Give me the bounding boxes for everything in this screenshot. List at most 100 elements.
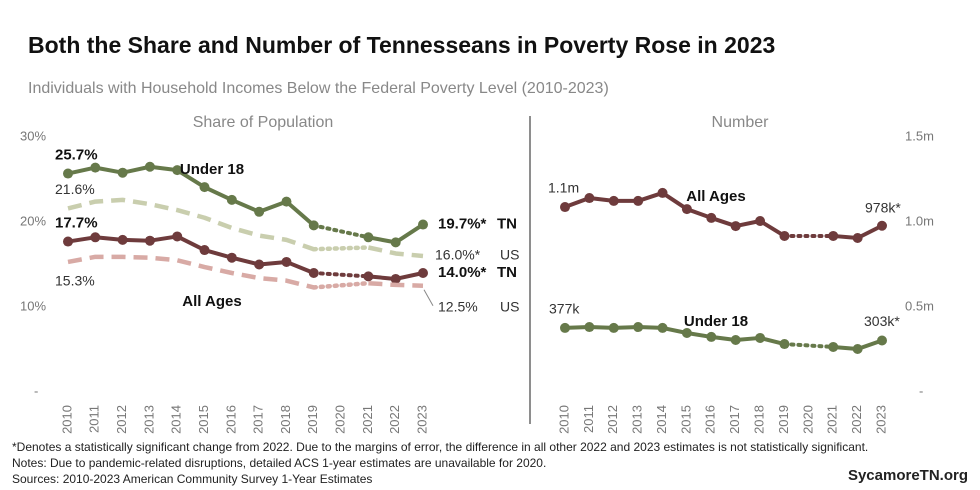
point [117,167,128,178]
point [633,322,644,333]
x-tick-label: 2010 [556,405,571,434]
point [308,268,319,278]
point [681,204,692,215]
x-tick-label: 2023 [414,405,429,434]
value-label: 14.0%* [438,264,487,281]
series-name: Under 18 [180,161,244,178]
point [852,232,863,243]
point [363,232,374,243]
leader-line [423,289,434,306]
point [560,322,570,333]
series-name: All Ages [182,293,241,310]
gap-connector [311,280,371,290]
x-tick-label: 2020 [333,405,348,434]
series-tag: US [500,298,519,314]
value-label: 1.1m [548,180,579,196]
point [779,230,790,241]
value-label: 978k* [865,199,901,215]
x-tick-label: 2019 [305,405,320,434]
value-label: 303k* [864,313,900,329]
y-tick-label: 1.0m [905,213,934,228]
page-title: Both the Share and Number of Tennesseans… [28,32,775,58]
x-tick-label: 2011 [581,405,596,433]
point [281,196,292,207]
point [852,343,863,354]
point [608,322,619,333]
series-tag: TN [497,216,517,233]
point [560,202,570,213]
x-tick-label: 2019 [776,405,791,434]
brand: SycamoreTN.org [848,467,968,484]
value-label: 377k [549,301,580,317]
point [730,221,741,232]
point [144,161,155,172]
gap-connector [782,342,836,349]
point [172,231,183,242]
point [877,220,887,231]
x-tick-label: 2016 [703,405,718,434]
gap-connector [311,245,371,252]
value-label: 21.6% [55,181,95,197]
series-line [67,254,315,290]
y-tick-label: 20% [20,213,46,228]
point [584,193,595,204]
point [828,341,839,352]
series-name: All Ages [686,188,745,205]
point [633,195,644,206]
point [828,230,839,241]
x-tick-label: 2012 [114,405,129,434]
point [63,168,73,179]
x-tick-label: 2014 [654,405,669,434]
point [172,165,183,176]
page-subtitle: Individuals with Household Incomes Below… [28,80,609,97]
series-line [67,234,315,275]
point [418,268,428,278]
y-tick-label: 30% [20,128,46,143]
series-line [367,245,424,259]
x-tick-label: 2022 [849,405,864,434]
x-tick-label: 2021 [825,405,840,434]
point [199,182,210,193]
footnote: *Denotes a statistically significant cha… [12,440,868,454]
x-tick-label: 2021 [360,405,375,434]
x-tick-label: 2015 [678,405,693,434]
point [90,232,101,243]
x-tick-label: 2016 [223,405,238,434]
series-tag: TN [497,264,517,281]
point [199,245,210,256]
point [877,335,887,346]
point [418,219,428,230]
point [706,212,717,223]
series-line [67,197,315,252]
gap-connector [311,271,371,279]
x-tick-label: 2010 [59,405,74,434]
x-tick-label: 2012 [605,405,620,434]
point [755,332,766,343]
series-line [67,164,316,227]
series-line [368,280,424,288]
series-tag: US [500,247,519,263]
x-tick-label: 2017 [251,405,266,434]
point [730,334,741,345]
point [390,273,401,284]
footnote: Notes: Due to pandemic-related disruptio… [12,456,546,470]
y-tick-label: 1.5m [905,128,934,143]
panel-title: Number [712,114,770,131]
point [63,236,73,247]
x-tick-label: 2013 [141,405,156,434]
value-label: 17.7% [55,215,98,232]
point [226,194,237,205]
point [144,235,155,246]
point [363,271,374,282]
x-tick-label: 2023 [873,405,888,434]
series-name: Under 18 [684,313,748,330]
value-label: 12.5% [438,298,478,314]
x-tick-label: 2020 [800,405,815,434]
y-tick-label: - [919,383,923,398]
value-label: 16.0%* [435,247,481,263]
point [226,252,237,263]
point [608,195,619,206]
point [681,328,692,339]
series-line [564,325,785,346]
value-label: 19.7%* [438,216,487,233]
